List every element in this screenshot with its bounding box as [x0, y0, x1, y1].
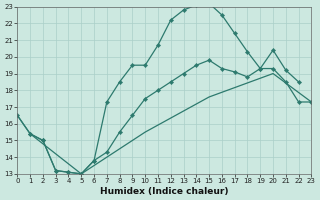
X-axis label: Humidex (Indice chaleur): Humidex (Indice chaleur): [100, 187, 228, 196]
